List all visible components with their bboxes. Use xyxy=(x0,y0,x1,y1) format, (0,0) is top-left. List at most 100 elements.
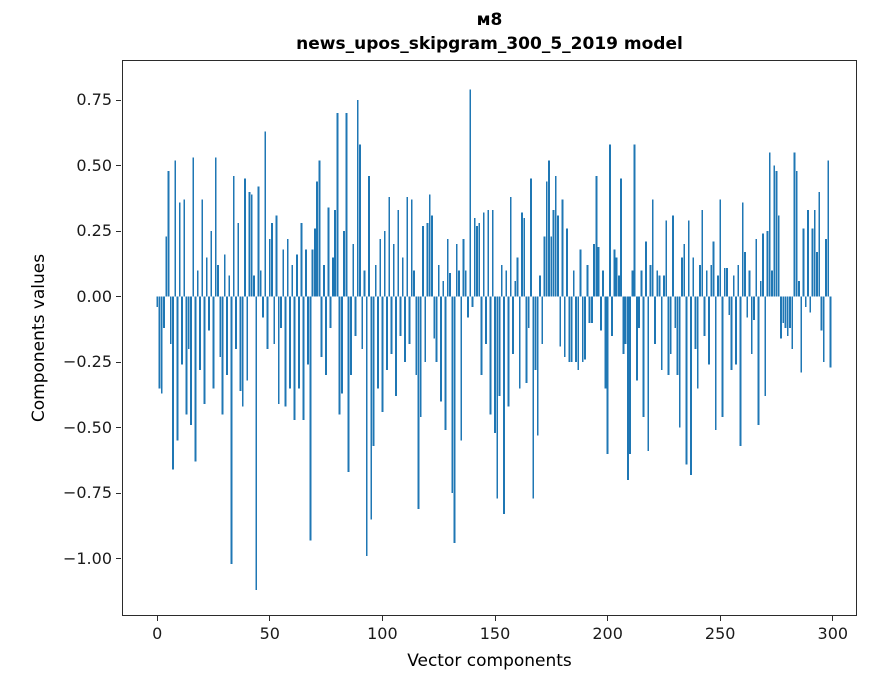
bar-component xyxy=(343,231,346,297)
y-tick-mark xyxy=(116,427,121,429)
bar-component xyxy=(523,217,526,297)
chart-subtitle: news_upos_skipgram_300_5_2019 model xyxy=(296,34,683,54)
bar-component xyxy=(541,296,544,344)
bar-component xyxy=(347,296,350,473)
bar-component xyxy=(572,270,575,297)
bar-component xyxy=(194,296,197,462)
bar-component xyxy=(737,265,740,297)
bar-component xyxy=(701,210,704,297)
bar-component xyxy=(322,265,325,297)
bar-component xyxy=(176,296,179,441)
bar-component xyxy=(174,160,177,297)
bar-component xyxy=(307,296,310,365)
bar-component xyxy=(404,296,406,363)
x-tick-label: 200 xyxy=(592,624,623,643)
bar-component xyxy=(602,270,605,297)
bar-component xyxy=(773,165,776,297)
bar-component xyxy=(298,296,300,389)
y-tick-mark xyxy=(116,296,121,298)
bar-component xyxy=(597,246,600,297)
bar-component xyxy=(514,280,517,297)
bar-component xyxy=(631,270,634,297)
y-tick-label: 0.75 xyxy=(76,90,112,110)
y-tick-label: 0.50 xyxy=(76,155,112,175)
bar-component xyxy=(753,296,755,321)
bar-component xyxy=(395,296,397,397)
bar-component xyxy=(764,296,767,397)
bar-component xyxy=(663,275,665,297)
bar-component xyxy=(744,252,746,297)
bar-component xyxy=(363,270,366,297)
bar-component xyxy=(268,238,271,297)
bar-component xyxy=(203,296,206,405)
bar-component xyxy=(253,275,255,297)
bar-component xyxy=(813,210,816,297)
bar-component xyxy=(635,296,638,381)
bar-component xyxy=(593,244,595,297)
bar-component xyxy=(599,296,602,331)
bar-component xyxy=(809,296,812,313)
bar-component xyxy=(226,296,228,376)
bar-component xyxy=(505,270,508,297)
bar-component xyxy=(386,296,388,370)
bar-component xyxy=(277,296,280,405)
bar-component xyxy=(300,223,303,297)
bar-component xyxy=(795,170,798,297)
bar-component xyxy=(469,89,472,297)
bar-component xyxy=(221,296,224,415)
bar-component xyxy=(282,249,285,297)
bar-component xyxy=(687,220,690,297)
bar-component xyxy=(590,296,593,323)
bar-component xyxy=(512,296,514,355)
y-tick-mark xyxy=(116,99,121,101)
bar-component xyxy=(417,296,420,509)
y-tick-mark xyxy=(116,361,121,363)
bar-component xyxy=(340,296,343,394)
bar-component xyxy=(566,228,568,297)
bar-component xyxy=(331,257,334,297)
bar-component xyxy=(710,265,713,297)
bar-component xyxy=(708,296,710,365)
bar-component xyxy=(606,296,609,454)
bar-component xyxy=(291,265,294,297)
bar-component xyxy=(304,249,307,297)
y-tick-mark xyxy=(116,492,121,494)
bar-component xyxy=(444,296,447,431)
bar-component xyxy=(802,228,805,297)
bar-component xyxy=(613,249,616,297)
bar-component xyxy=(820,296,823,331)
bar-component xyxy=(223,254,226,297)
bar-component xyxy=(694,296,697,349)
bar-component xyxy=(561,199,564,297)
bar-component xyxy=(791,296,794,349)
bar-component xyxy=(798,280,800,297)
bar-component xyxy=(615,257,618,297)
bar-component xyxy=(532,296,535,499)
bar-component xyxy=(699,265,701,297)
bar-component xyxy=(503,296,505,515)
y-tick-label: −0.25 xyxy=(62,352,112,372)
bar-component xyxy=(622,296,625,355)
y-tick-label: 0.25 xyxy=(76,221,112,241)
bar-component xyxy=(721,296,724,418)
bar-component xyxy=(552,210,555,297)
bar-component xyxy=(327,207,330,297)
x-tick-label: 100 xyxy=(367,624,398,643)
bar-component xyxy=(266,296,269,349)
bar-component xyxy=(518,296,521,389)
plot-area xyxy=(122,60,857,616)
y-tick-mark xyxy=(116,165,121,167)
bar-component xyxy=(690,296,692,475)
bar-component xyxy=(336,113,339,297)
bar-component xyxy=(257,186,260,297)
x-tick-mark xyxy=(494,616,496,621)
bar-component xyxy=(649,265,652,297)
bar-component xyxy=(732,275,735,297)
bar-component xyxy=(361,296,364,349)
bar-component xyxy=(397,210,400,297)
bar-component xyxy=(449,273,451,297)
bar-component xyxy=(827,160,830,297)
bar-component xyxy=(746,296,749,318)
bar-component xyxy=(160,296,163,394)
bar-component xyxy=(235,296,237,349)
